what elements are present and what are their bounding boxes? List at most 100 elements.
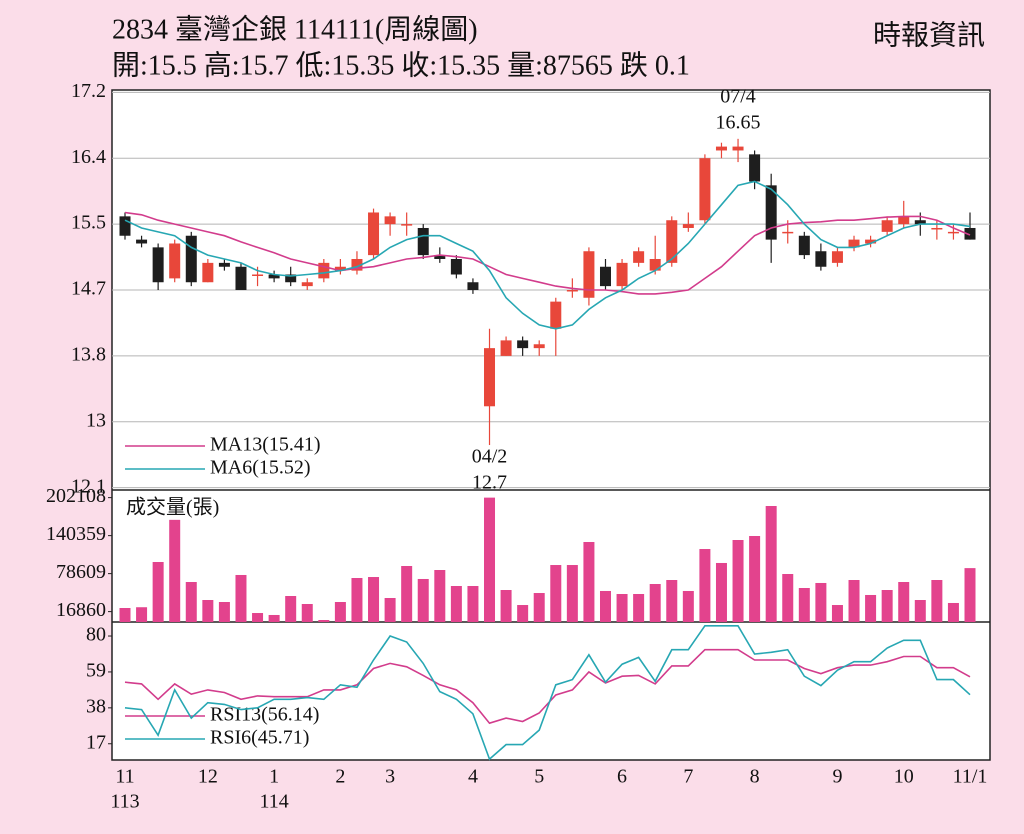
candle-body — [616, 262, 628, 287]
candle-body — [235, 266, 247, 290]
candle-body — [848, 239, 860, 248]
candle-body — [152, 247, 164, 283]
candle-body — [169, 243, 181, 279]
volume-bar — [533, 593, 545, 622]
volume-bar — [185, 582, 197, 622]
volume-bar — [947, 602, 959, 622]
y-tick-label: 80 — [86, 624, 106, 646]
series-line — [124, 180, 971, 330]
volume-bar — [384, 598, 396, 622]
volume-bar — [484, 497, 496, 622]
x-tick-label: 8 — [750, 766, 760, 788]
candle-body — [599, 266, 611, 287]
y-tick-label: 140359 — [46, 523, 106, 545]
volume-bar — [583, 542, 595, 622]
x-tick-label: 5 — [534, 766, 544, 788]
volume-bar — [136, 607, 148, 622]
volume-bar — [649, 584, 661, 622]
candle-body — [566, 290, 578, 292]
candle-body — [947, 231, 959, 234]
x-tick-label: 9 — [832, 766, 842, 788]
candle-body — [384, 216, 396, 225]
legend-label: 成交量(張) — [126, 496, 219, 519]
annotation-date: 04/2 — [472, 446, 508, 468]
candle-body — [865, 239, 877, 244]
annotation-price: 16.65 — [716, 111, 761, 133]
candle-body — [252, 274, 264, 276]
volume-bar — [848, 580, 860, 622]
volume-bar — [434, 570, 446, 622]
legend-label: MA13(15.41) — [210, 434, 321, 456]
candle-body — [633, 251, 645, 263]
candle-body — [699, 158, 711, 221]
x-year-label: 113 — [110, 791, 139, 813]
volume-bar — [898, 582, 910, 622]
candle-body — [318, 262, 330, 279]
volume-bar — [914, 600, 926, 622]
volume-bar — [268, 614, 280, 622]
candle-body — [434, 255, 446, 259]
y-tick-label: 38 — [86, 695, 106, 717]
y-tick-label: 12.1 — [71, 475, 106, 497]
volume-bar — [467, 586, 479, 622]
y-tick-label: 16.4 — [71, 146, 106, 168]
volume-bar — [682, 590, 694, 622]
candle-body — [931, 227, 943, 230]
volume-bar — [119, 608, 131, 622]
volume-bar — [152, 562, 164, 622]
y-tick-label: 17.2 — [71, 80, 106, 102]
candle-body — [682, 224, 694, 228]
volume-bar — [782, 574, 794, 622]
candle-body — [583, 251, 595, 298]
x-tick-label: 12 — [198, 766, 218, 788]
volume-bar — [831, 605, 843, 622]
volume-bar — [252, 613, 264, 622]
plot-frame — [111, 89, 991, 761]
candle-body — [881, 220, 893, 232]
y-tick-label: 15.5 — [71, 212, 106, 234]
x-tick-label: 1 — [269, 766, 279, 788]
volume-bar — [815, 582, 827, 622]
x-tick-label: 3 — [385, 766, 395, 788]
volume-bar — [699, 549, 711, 622]
volume-bar — [401, 566, 413, 622]
candle-body — [484, 348, 496, 407]
y-tick-label: 59 — [86, 660, 106, 682]
legend-label: MA6(15.52) — [210, 457, 311, 479]
candle-body — [119, 216, 131, 236]
volume-bar — [517, 605, 529, 622]
volume-bar — [666, 580, 678, 622]
series-line — [124, 211, 971, 295]
x-year-label: 114 — [259, 791, 288, 813]
volume-bar — [798, 588, 810, 622]
y-tick-label: 78609 — [56, 561, 106, 583]
volume-bar — [550, 565, 562, 622]
candle-body — [815, 251, 827, 267]
candle-body — [301, 282, 313, 287]
quote-line: 開:15.5 高:15.7 低:15.35 收:15.35 量:87565 跌 … — [112, 49, 690, 81]
annotation-price: 12.7 — [472, 472, 507, 494]
candle-body — [782, 231, 794, 234]
series-line — [124, 648, 971, 725]
volume-bar — [351, 578, 363, 622]
candle-body — [517, 340, 529, 349]
volume-bar — [285, 596, 297, 622]
volume-bar — [616, 594, 628, 622]
volume-bar — [334, 602, 346, 622]
volume-bar — [368, 577, 380, 622]
volume-bar — [235, 574, 247, 622]
volume-bar — [566, 565, 578, 622]
candle-body — [533, 344, 545, 349]
candle-body — [450, 258, 462, 275]
volume-bar — [500, 590, 512, 622]
volume-bar — [318, 620, 330, 622]
candle-body — [666, 220, 678, 263]
y-tick-label: 13 — [86, 409, 106, 431]
candle-body — [550, 301, 562, 329]
candle-body — [334, 266, 346, 271]
candle-body — [749, 154, 761, 182]
candle-body — [914, 220, 926, 225]
candle-body — [798, 235, 810, 256]
candle-body — [417, 227, 429, 256]
volume-bar — [881, 590, 893, 622]
